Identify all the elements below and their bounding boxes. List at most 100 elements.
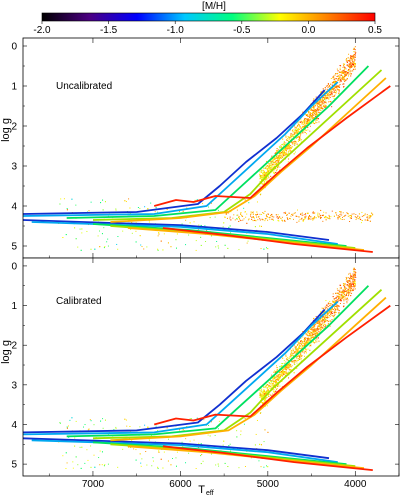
scatter-point (282, 150, 284, 152)
scatter-point (287, 140, 289, 142)
scatter-point (280, 366, 282, 368)
scatter-point (99, 450, 101, 452)
scatter-point (299, 345, 301, 347)
scatter-point (351, 216, 353, 218)
scatter-point (354, 276, 356, 278)
scatter-point (337, 76, 339, 78)
scatter-point (268, 166, 270, 168)
scatter-point (296, 143, 298, 145)
scatter-point (303, 343, 305, 345)
scatter-point (356, 217, 358, 219)
scatter-point (323, 211, 325, 213)
scatter-point (344, 295, 346, 297)
scatter-point (369, 215, 371, 217)
scatter-point (342, 72, 344, 74)
scatter-point (354, 216, 356, 218)
scatter-point (319, 216, 321, 218)
scatter-point (286, 153, 288, 155)
scatter-point (343, 296, 345, 298)
scatter-point (338, 293, 340, 295)
scatter-point (298, 343, 300, 345)
scatter-point (260, 393, 262, 395)
scatter-point (131, 232, 133, 234)
scatter-point (355, 214, 357, 216)
scatter-point (277, 165, 279, 167)
scatter-point (322, 307, 324, 309)
scatter-point (139, 235, 141, 237)
scatter-point (335, 311, 337, 313)
scatter-point (334, 313, 336, 315)
scatter-point (262, 172, 264, 174)
scatter-point (347, 289, 349, 291)
scatter-point (347, 280, 349, 282)
scatter-point (262, 212, 264, 214)
scatter-point (277, 160, 279, 162)
scatter-point (193, 221, 195, 223)
scatter-point (267, 384, 269, 386)
scatter-point (276, 148, 278, 150)
scatter-point (349, 60, 351, 62)
scatter-point (291, 350, 293, 352)
scatter-point (338, 312, 340, 314)
scatter-point (310, 218, 312, 220)
scatter-point (341, 297, 343, 299)
scatter-point (306, 339, 308, 341)
scatter-point (348, 65, 350, 67)
scatter-point (348, 63, 350, 65)
scatter-point (353, 267, 355, 269)
scatter-point (178, 429, 180, 431)
y-tick-label: 3 (11, 380, 17, 391)
scatter-point (276, 367, 278, 369)
scatter-point (323, 98, 325, 100)
scatter-point (290, 141, 292, 143)
scatter-point (324, 314, 326, 316)
scatter-point (276, 150, 278, 152)
scatter-point (354, 288, 356, 290)
scatter-point (341, 71, 343, 73)
scatter-point (350, 215, 352, 217)
scatter-point (328, 217, 330, 219)
scatter-point (284, 153, 286, 155)
scatter-point (339, 81, 341, 83)
scatter-point (74, 445, 76, 447)
scatter-point (350, 75, 352, 77)
isochrone-giant-branch (22, 89, 326, 215)
scatter-point (318, 108, 320, 110)
scatter-point (302, 351, 304, 353)
scatter-point (162, 467, 164, 469)
scatter-point (305, 350, 307, 352)
scatter-point (343, 298, 345, 300)
scatter-point (298, 347, 300, 349)
scatter-point (342, 292, 344, 294)
scatter-point (271, 155, 273, 157)
scatter-point (287, 218, 289, 220)
scatter-point (267, 219, 269, 221)
scatter-point (288, 371, 290, 373)
scatter-point (353, 61, 355, 63)
scatter-point (255, 433, 257, 435)
scatter-point (275, 379, 277, 381)
scatter-point (344, 74, 346, 76)
scatter-point (259, 395, 261, 397)
scatter-point (288, 137, 290, 139)
scatter-point (345, 71, 347, 73)
scatter-point (265, 173, 267, 175)
scatter-point (103, 227, 105, 229)
scatter-point (334, 300, 336, 302)
scatter-point (277, 157, 279, 159)
scatter-point (355, 283, 357, 285)
scatter-point (296, 348, 298, 350)
scatter-point (290, 352, 292, 354)
scatter-point (344, 67, 346, 69)
scatter-point (189, 418, 191, 420)
scatter-point (343, 68, 345, 70)
scatter-point (276, 382, 278, 384)
scatter-point (267, 168, 269, 170)
isochrone-main-sequence (22, 437, 330, 460)
scatter-point (266, 387, 268, 389)
scatter-point (335, 86, 337, 88)
scatter-point (176, 233, 178, 235)
scatter-point (342, 297, 344, 299)
scatter-point (313, 218, 315, 220)
